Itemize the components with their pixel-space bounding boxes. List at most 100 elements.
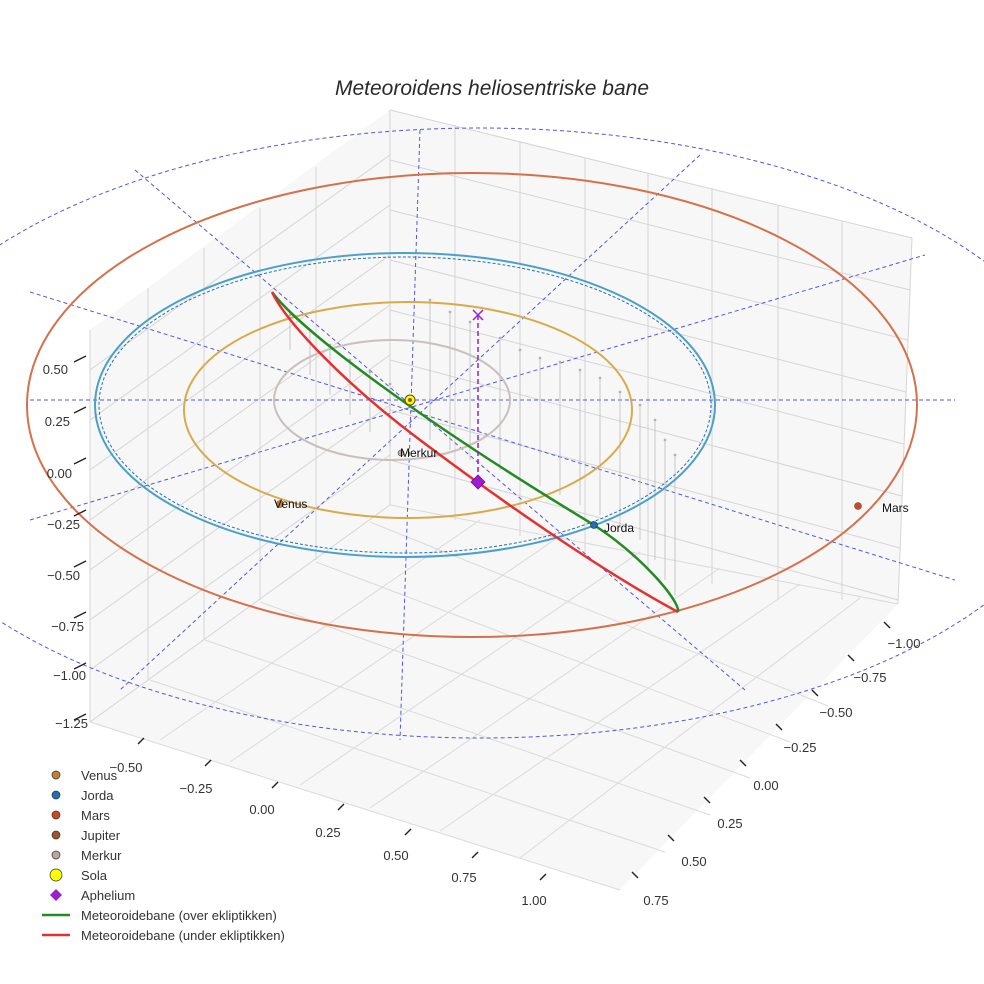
- ecliptic-reference: [0, 127, 984, 741]
- drop-line-head: [468, 320, 472, 324]
- x-axis-ticks: [137, 737, 547, 881]
- venus-marker: [276, 500, 284, 508]
- legend-label: Mars: [81, 808, 110, 823]
- y-tick-label: −0.50: [820, 705, 853, 720]
- grid-line: [229, 535, 561, 763]
- z-tick-label: −0.75: [51, 619, 84, 634]
- mars-marker: [854, 502, 862, 510]
- legend-label: Jorda: [81, 788, 114, 803]
- grid-line: [89, 721, 621, 891]
- legend-item[interactable]: Jupiter: [51, 828, 121, 843]
- planet-label-merkur: Merkur: [400, 446, 437, 460]
- chart-title: Meteoroidens heliosentriske bane: [335, 77, 649, 100]
- grid-line: [519, 597, 861, 859]
- z-tick-label: −1.25: [55, 716, 88, 731]
- y-tick-label: 0.00: [753, 778, 778, 793]
- grid-line: [389, 209, 909, 341]
- z-axis: 0.50 0.25 0.00 −0.25 −0.50 −0.75 −1.00 −…: [43, 355, 88, 731]
- legend-circle-icon: [51, 830, 61, 840]
- drop-line-head: [498, 336, 502, 340]
- jorda-marker: [590, 521, 598, 529]
- radial-dashed-line: [29, 291, 956, 581]
- legend-item[interactable]: Jorda: [51, 788, 114, 803]
- meteoroid-orbit-below: [270, 291, 679, 614]
- grid-line: [389, 504, 899, 605]
- z-tick-label: −0.50: [47, 568, 80, 583]
- drop-line-head: [618, 390, 622, 394]
- legend-label: Sola: [81, 868, 108, 883]
- grid-line: [89, 254, 391, 471]
- z-tick-label: 0.00: [47, 466, 72, 481]
- legend-circle-icon: [51, 790, 61, 800]
- y-tick-label: −0.25: [784, 740, 817, 755]
- x-tick-label: −0.25: [180, 781, 213, 796]
- z-tick-label: −1.00: [53, 668, 86, 683]
- planet-labels: Merkur Venus Jorda Mars: [274, 446, 909, 535]
- legend-item[interactable]: Mars: [51, 808, 110, 823]
- drop-line-head: [638, 403, 642, 407]
- x-tick-label: −0.50: [110, 760, 143, 775]
- drop-line-head: [388, 382, 392, 386]
- x-tick-label: 0.75: [451, 870, 476, 885]
- z-tick-label: 0.50: [43, 362, 68, 377]
- legend-circle-icon: [49, 868, 63, 882]
- legend-label: Aphelium: [81, 888, 135, 903]
- legend-item[interactable]: Meteoroidebane (under ekliptikken): [42, 928, 285, 943]
- legend-item[interactable]: Meteoroidebane (over ekliptikken): [42, 908, 277, 923]
- x-tick-label: 0.25: [315, 825, 340, 840]
- aphelion-x-icon: [472, 309, 484, 321]
- grid-line: [897, 237, 913, 605]
- grid-line: [369, 521, 829, 707]
- grid-line: [389, 359, 903, 497]
- grid-line: [369, 567, 721, 809]
- planet-label-venus: Venus: [274, 497, 307, 511]
- meteoroid-orbit: [270, 291, 680, 614]
- drop-line-head: [288, 313, 292, 317]
- aphelion-marker-group: [470, 309, 486, 490]
- grid-line: [89, 354, 391, 571]
- legend-item[interactable]: Venus: [51, 768, 118, 783]
- legend-label: Meteoroidebane (under ekliptikken): [81, 928, 285, 943]
- drop-line-head: [518, 348, 522, 352]
- venus-orbit: [183, 301, 633, 519]
- floor-grid: [89, 504, 899, 891]
- drop-line-head: [428, 298, 432, 302]
- drop-line-head: [368, 370, 372, 374]
- merkur-marker: [397, 449, 405, 457]
- legend-item[interactable]: Merkur: [51, 848, 122, 863]
- x-tick-label: 1.00: [521, 893, 546, 908]
- jorda-orbit: [94, 252, 716, 558]
- z-tick-label: −0.25: [47, 517, 80, 532]
- grid-line: [149, 679, 666, 853]
- planet-orbits: [26, 172, 918, 638]
- radial-dashed-line: [399, 129, 421, 741]
- grid-line: [389, 109, 913, 239]
- legend-diamond-icon: [50, 889, 62, 901]
- drop-line-head: [673, 453, 677, 457]
- meteoroid-orbit-above: [270, 291, 680, 613]
- radial-dashed-line: [119, 154, 701, 691]
- z-tick-label: 0.25: [45, 414, 70, 429]
- legend-label: Jupiter: [81, 828, 121, 843]
- y-axis-ticks: [631, 621, 891, 879]
- planet-markers: [276, 394, 862, 529]
- legend-item[interactable]: Sola: [49, 868, 108, 883]
- legend-label: Meteoroidebane (over ekliptikken): [81, 908, 277, 923]
- legend-circle-icon: [51, 770, 61, 780]
- grid-line: [299, 551, 641, 786]
- grid-line: [89, 504, 391, 723]
- grid-line: [89, 404, 391, 621]
- drop-line-head: [653, 418, 657, 422]
- radial-dashed-line: [29, 254, 926, 521]
- grid-line: [389, 159, 911, 291]
- y-tick-label: −1.00: [888, 636, 921, 651]
- y-axis: −1.00 −0.75 −0.50 −0.25 0.00 0.25 0.50 0…: [631, 621, 921, 908]
- legend-item[interactable]: Aphelium: [50, 888, 135, 903]
- ecliptic-dashed-ellipse: [0, 127, 984, 739]
- grid-line: [89, 204, 391, 421]
- merkur-orbit: [273, 339, 511, 461]
- drop-line-head: [558, 360, 562, 364]
- y-tick-label: 0.25: [717, 816, 742, 831]
- legend: Venus Jorda Mars Jupiter Merkur Sola Aphelium M…: [42, 768, 285, 943]
